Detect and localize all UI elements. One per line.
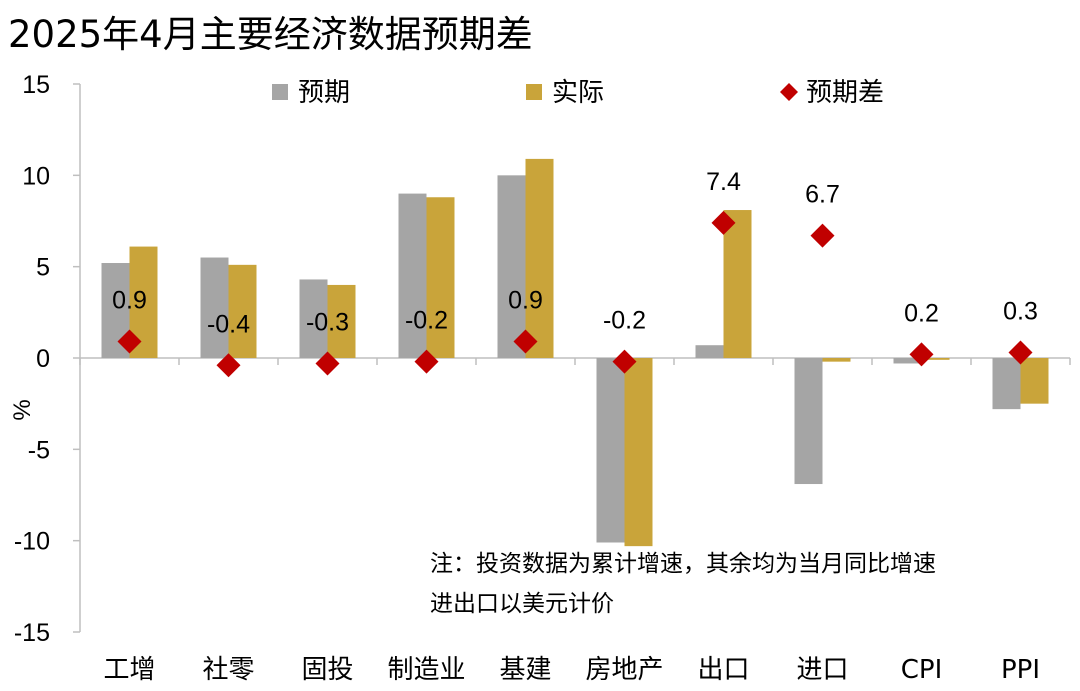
diamond-marker-固投 — [315, 351, 340, 376]
y-tick-label: 0 — [36, 345, 50, 373]
legend: 预期 实际 预期差 — [272, 78, 884, 108]
bar-预期-PPI — [992, 358, 1021, 410]
data-labels: 0.9 -0.4 -0.3 -0.2 0.9 -0.2 7.4 6.7 0.2 0.3 — [112, 168, 1038, 338]
x-tick-label: PPI — [1001, 655, 1040, 685]
markers — [117, 210, 1033, 378]
x-tick-label: 工增 — [103, 655, 155, 685]
bar-实际-社零 — [228, 264, 257, 358]
x-tick-label: 基建 — [499, 655, 551, 685]
chart-title: 2025年4月主要经济数据预期差 — [8, 13, 533, 56]
y-axis-label: % — [9, 399, 36, 420]
x-tick-label: 进口 — [796, 655, 848, 685]
diamond-marker-CPI — [909, 342, 934, 367]
x-tick-label: 固投 — [301, 655, 353, 685]
bar-实际-PPI — [1020, 358, 1049, 404]
bar-预期-基建 — [497, 175, 526, 358]
note-line-2: 进出口以美元计价 — [430, 591, 614, 617]
bar-实际-进口 — [822, 358, 851, 362]
bar-预期-社零 — [200, 257, 229, 358]
y-tick-label: 15 — [22, 71, 50, 99]
data-label-出口: 7.4 — [706, 168, 741, 196]
diamond-marker-基建 — [513, 329, 538, 354]
data-label-PPI: 0.3 — [1003, 298, 1038, 326]
legend-swatch-预期 — [272, 84, 288, 100]
data-label-房地产: -0.2 — [603, 307, 646, 335]
note-line-1: 注：投资数据为累计增速，其余均为当月同比增速 — [430, 551, 936, 577]
legend-swatch-实际 — [526, 84, 542, 100]
bars — [101, 158, 1049, 547]
y-tick-label: -10 — [14, 528, 50, 556]
diamond-marker-进口 — [810, 223, 835, 248]
diamond-marker-社零 — [216, 353, 241, 378]
x-tick-label: 社零 — [202, 655, 254, 685]
data-label-进口: 6.7 — [805, 181, 840, 209]
diamond-marker-工增 — [117, 329, 142, 354]
bar-实际-基建 — [525, 158, 554, 358]
x-tick-label: 制造业 — [387, 655, 465, 685]
y-tick-label: 10 — [22, 162, 50, 190]
diamond-marker-制造业 — [414, 349, 439, 374]
y-tick-label: -5 — [28, 436, 50, 464]
bar-实际-房地产 — [624, 358, 653, 547]
bar-实际-制造业 — [426, 197, 455, 358]
data-label-工增: 0.9 — [112, 287, 147, 315]
bar-预期-进口 — [794, 358, 823, 485]
data-label-基建: 0.9 — [508, 287, 543, 315]
diamond-marker-出口 — [711, 210, 736, 235]
bar-实际-出口 — [723, 210, 752, 358]
bar-预期-固投 — [299, 279, 328, 358]
bar-预期-CPI — [893, 358, 922, 364]
x-tick-label: 出口 — [697, 655, 749, 685]
bar-预期-制造业 — [398, 193, 427, 358]
bar-实际-CPI — [921, 358, 950, 360]
bar-预期-出口 — [695, 345, 724, 358]
data-label-CPI: 0.2 — [904, 299, 939, 327]
y-tick-label: -15 — [14, 619, 50, 647]
data-label-制造业: -0.2 — [405, 307, 448, 335]
bar-预期-房地产 — [596, 358, 625, 543]
legend-label-实际: 实际 — [552, 78, 604, 108]
data-label-社零: -0.4 — [207, 310, 250, 338]
bar-实际-固投 — [327, 284, 356, 358]
y-tick-label: 5 — [36, 254, 50, 282]
diamond-marker-房地产 — [612, 349, 637, 374]
x-tick-label: CPI — [901, 655, 943, 685]
diamond-marker-PPI — [1008, 340, 1033, 365]
data-label-固投: -0.3 — [306, 308, 349, 336]
legend-label-预期差: 预期差 — [806, 78, 884, 108]
legend-label-预期: 预期 — [298, 78, 350, 108]
legend-swatch-预期差 — [780, 83, 798, 101]
x-tick-label: 房地产 — [585, 655, 663, 685]
